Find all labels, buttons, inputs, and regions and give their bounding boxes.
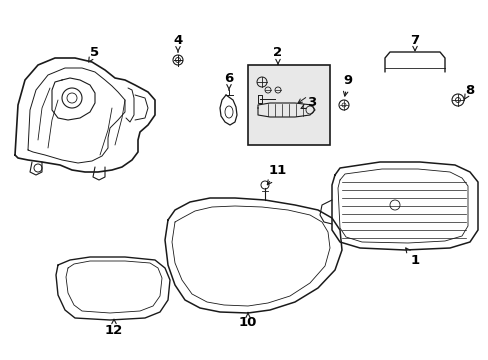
Text: 5: 5 [88, 45, 100, 62]
Text: 9: 9 [343, 73, 352, 96]
Text: 2: 2 [273, 45, 282, 64]
Text: 12: 12 [104, 319, 123, 337]
Text: 6: 6 [224, 72, 233, 90]
FancyBboxPatch shape [247, 65, 329, 145]
Text: 8: 8 [464, 84, 474, 99]
Text: 3: 3 [301, 96, 316, 109]
Text: 10: 10 [238, 312, 257, 328]
Text: 4: 4 [173, 33, 182, 52]
Text: 1: 1 [405, 248, 419, 266]
Text: 7: 7 [409, 33, 419, 51]
Text: 11: 11 [267, 163, 286, 185]
